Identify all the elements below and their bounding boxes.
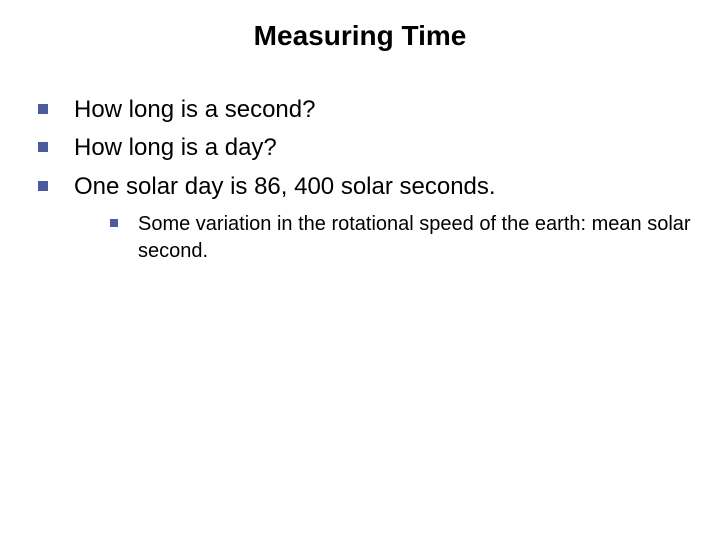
main-bullet-list: How long is a second? How long is a day?… xyxy=(0,94,720,265)
sub-bullet-list: Some variation in the rotational speed o… xyxy=(74,211,720,265)
bullet-text: How long is a second? xyxy=(74,96,315,123)
list-item: Some variation in the rotational speed o… xyxy=(110,211,720,265)
slide-title: Measuring Time xyxy=(0,20,720,52)
bullet-text: One solar day is 86, 400 solar seconds. xyxy=(74,173,496,200)
sub-bullet-text: Some variation in the rotational speed o… xyxy=(138,213,691,262)
list-item: How long is a second? xyxy=(38,94,720,126)
list-item: How long is a day? xyxy=(38,132,720,164)
list-item: One solar day is 86, 400 solar seconds. … xyxy=(38,171,720,265)
slide-container: Measuring Time How long is a second? How… xyxy=(0,0,720,540)
bullet-text: How long is a day? xyxy=(74,134,277,161)
